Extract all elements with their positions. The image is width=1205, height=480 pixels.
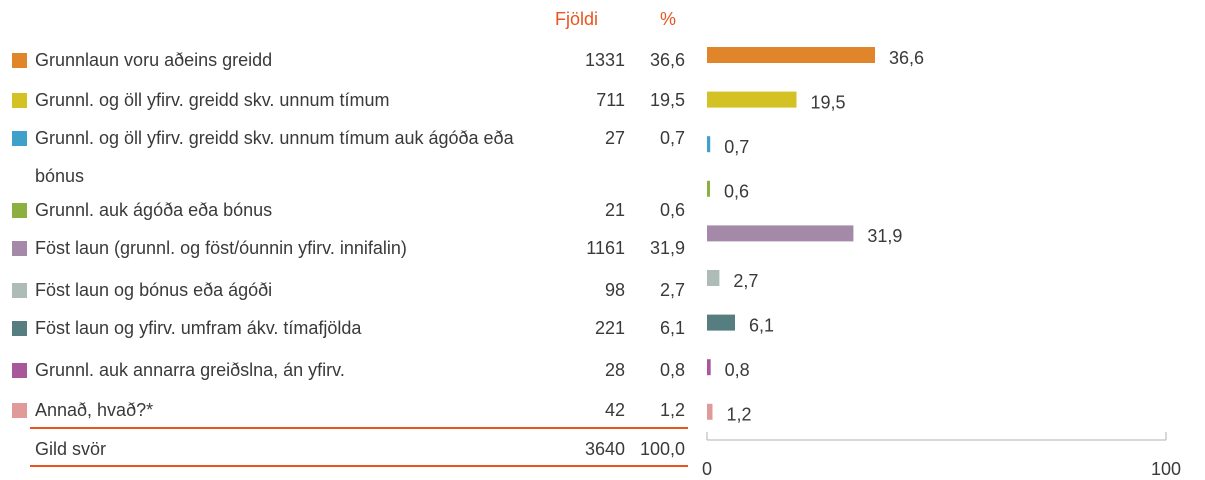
row-label: Grunnlaun voru aðeins greidd	[35, 50, 273, 70]
bar	[707, 136, 711, 153]
total-percent: 100,0	[639, 439, 685, 459]
row-count: 1331	[584, 50, 625, 70]
bar	[707, 403, 713, 420]
bar	[707, 359, 711, 376]
data-label: 0,6	[724, 182, 749, 202]
data-label: 0,7	[724, 137, 749, 157]
legend-swatch	[12, 321, 27, 336]
row-count: 1161	[586, 238, 625, 258]
legend-swatch	[12, 241, 27, 256]
total-label: Gild svör	[35, 439, 107, 459]
row-count: 42	[604, 400, 625, 420]
data-label: 31,9	[867, 226, 902, 246]
row-label: Grunnl. auk annarra greiðslna, án yfirv.	[35, 360, 345, 380]
bar	[707, 180, 710, 197]
data-label: 19,5	[811, 92, 846, 112]
legend-swatch	[12, 131, 27, 146]
row-label: Grunnl. og öll yfirv. greidd skv. unnum …	[35, 128, 514, 186]
total-count: 3640	[584, 439, 625, 459]
row-percent: 19,5	[649, 90, 685, 110]
row-label: Grunnl. og öll yfirv. greidd skv. unnum …	[35, 90, 390, 110]
data-label: 2,7	[733, 271, 758, 291]
row-label: Föst laun og bónus eða ágóði	[35, 280, 273, 300]
data-label: 0,8	[725, 360, 750, 380]
data-label: 36,6	[889, 48, 924, 68]
row-percent: 0,7	[659, 128, 685, 148]
bar	[707, 270, 720, 286]
row-count: 221	[594, 318, 625, 338]
row-count: 27	[604, 128, 625, 148]
row-label: Grunnl. auk ágóða eða bónus	[35, 200, 273, 220]
row-percent: 0,6	[659, 200, 685, 220]
row-percent: 6,1	[659, 318, 685, 338]
column-header: Fjöldi	[555, 9, 599, 29]
x-tick-label: 0	[702, 459, 712, 479]
row-count: 711	[596, 90, 625, 110]
column-header: %	[660, 9, 677, 29]
row-percent: 0,8	[659, 360, 685, 380]
bar	[707, 314, 735, 331]
row-count: 98	[604, 280, 625, 300]
row-percent: 31,9	[649, 238, 685, 258]
row-percent: 2,7	[659, 280, 685, 300]
row-label: Annað, hvað?*	[35, 400, 154, 420]
bar	[707, 91, 797, 108]
row-percent: 1,2	[659, 400, 685, 420]
bar	[707, 225, 854, 242]
row-count: 28	[604, 360, 625, 380]
legend-swatch	[12, 283, 27, 298]
row-label: Föst laun og yfirv. umfram ákv. tímafjöl…	[35, 318, 362, 338]
legend-swatch	[12, 203, 27, 218]
bar	[707, 47, 875, 63]
legend-swatch	[12, 53, 27, 68]
legend-swatch	[12, 93, 27, 108]
data-label: 6,1	[749, 315, 774, 335]
legend-swatch	[12, 363, 27, 378]
x-tick-label: 100	[1151, 459, 1181, 479]
row-percent: 36,6	[649, 50, 685, 70]
data-label: 1,2	[727, 405, 752, 425]
row-count: 21	[604, 200, 625, 220]
legend-swatch	[12, 403, 27, 418]
row-label: Föst laun (grunnl. og föst/óunnin yfirv.…	[35, 238, 407, 258]
